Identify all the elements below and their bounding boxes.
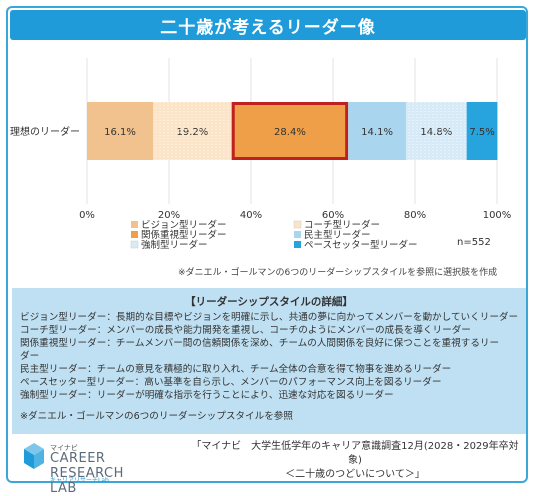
legend-label: 民主型リーダー: [304, 229, 371, 241]
legend-swatch: [293, 220, 302, 229]
legend-swatch: [131, 231, 138, 238]
data-label: 16.1%: [104, 127, 136, 138]
chart-title: 二十歳が考えるリーダー像: [160, 17, 376, 38]
source-line-2: ＜二十歳のつどいについて＞」: [285, 469, 425, 480]
detail-line: 民主型リーダー：チームの意見を積極的に取り入れ、チーム全体の合意を得て物事を進め…: [20, 364, 452, 375]
detail-note: ※ダニエル・ゴールマンの6つのリーダーシップスタイルを参照: [20, 411, 293, 422]
logo-mark-icon: [24, 443, 44, 469]
x-tick-label: 80%: [404, 210, 426, 221]
legend-swatch: [294, 231, 301, 238]
logo-sub-text: キャリアリサーチLab: [50, 477, 109, 484]
data-label: 28.4%: [274, 127, 306, 138]
data-label: 7.5%: [469, 127, 494, 138]
legend-label: コーチ型リーダー: [304, 219, 380, 231]
x-tick-label: 20%: [158, 210, 180, 221]
chart-note: ※ダニエル・ゴールマンの6つのリーダーシップスタイルを参照に選択肢を作成: [178, 268, 498, 278]
source-citation: 「マイナビ 大学生低学年のキャリア意識調査12月(2028・2029年卒対象) …: [190, 440, 520, 482]
detail-title: 【リーダーシップスタイルの詳細】: [185, 296, 353, 308]
stacked-bar-chart: 0%20%40%60%80%100%理想のリーダー16.1%19.2%28.4%…: [10, 58, 512, 251]
bar-segment: [231, 102, 349, 160]
logo-top-text: マイナビ: [50, 444, 78, 452]
title-bar: 二十歳が考えるリーダー像: [10, 10, 526, 40]
career-research-lab-logo: マイナビ CAREER RESEARCH LAB キャリアリサーチLab: [20, 437, 180, 496]
detail-line: ビジョン型リーダー：長期的な目標やビジョンを明確に示し、共通の夢に向かってメンバ…: [20, 312, 519, 323]
legend-label: 関係重視型リーダー: [141, 229, 227, 241]
detail-line: 関係重視型リーダー：チームメンバー間の信頼関係を深め、チームの人間関係を良好に保…: [20, 338, 500, 349]
legend-label: ビジョン型リーダー: [141, 219, 227, 231]
data-label: 14.8%: [420, 127, 452, 138]
detail-line: ダー: [20, 351, 40, 362]
detail-line: 強制型リーダー：リーダーが明確な指示を行うことにより、迅速な対応を図るリーダー: [20, 390, 394, 401]
x-tick-label: 0%: [79, 210, 95, 221]
detail-box: 【リーダーシップスタイルの詳細】 ビジョン型リーダー：長期的な目標やビジョンを明…: [12, 288, 526, 434]
logo-main-text: CAREER RESEARCH LAB: [50, 451, 124, 496]
highlight-outline: [231, 102, 349, 160]
category-label: 理想のリーダー: [10, 125, 80, 138]
legend-swatch: [131, 221, 138, 228]
legend-swatch: [130, 240, 139, 249]
x-tick-label: 40%: [240, 210, 262, 221]
bar-segment: [348, 102, 406, 160]
x-tick-label: 60%: [322, 210, 344, 221]
detail-line: ペースセッター型リーダー：高い基準を自ら示し、メンバーのパフォーマンス向上を図る…: [20, 377, 442, 388]
source-line-1: 「マイナビ 大学生低学年のキャリア意識調査12月(2028・2029年卒対象): [191, 441, 519, 466]
legend-label: ペースセッター型リーダー: [304, 239, 418, 251]
x-tick-label: 100%: [483, 210, 512, 221]
bar-segment: [466, 102, 498, 160]
legend-label: 強制型リーダー: [141, 239, 208, 251]
sample-size: n=552: [457, 237, 491, 248]
detail-line: コーチ型リーダー：メンバーの成長や能力開発を重視し、コーチのようにメンバーの成長…: [20, 325, 471, 336]
data-label: 14.1%: [361, 127, 393, 138]
legend-swatch: [294, 241, 301, 248]
bar-segment: [87, 102, 154, 160]
